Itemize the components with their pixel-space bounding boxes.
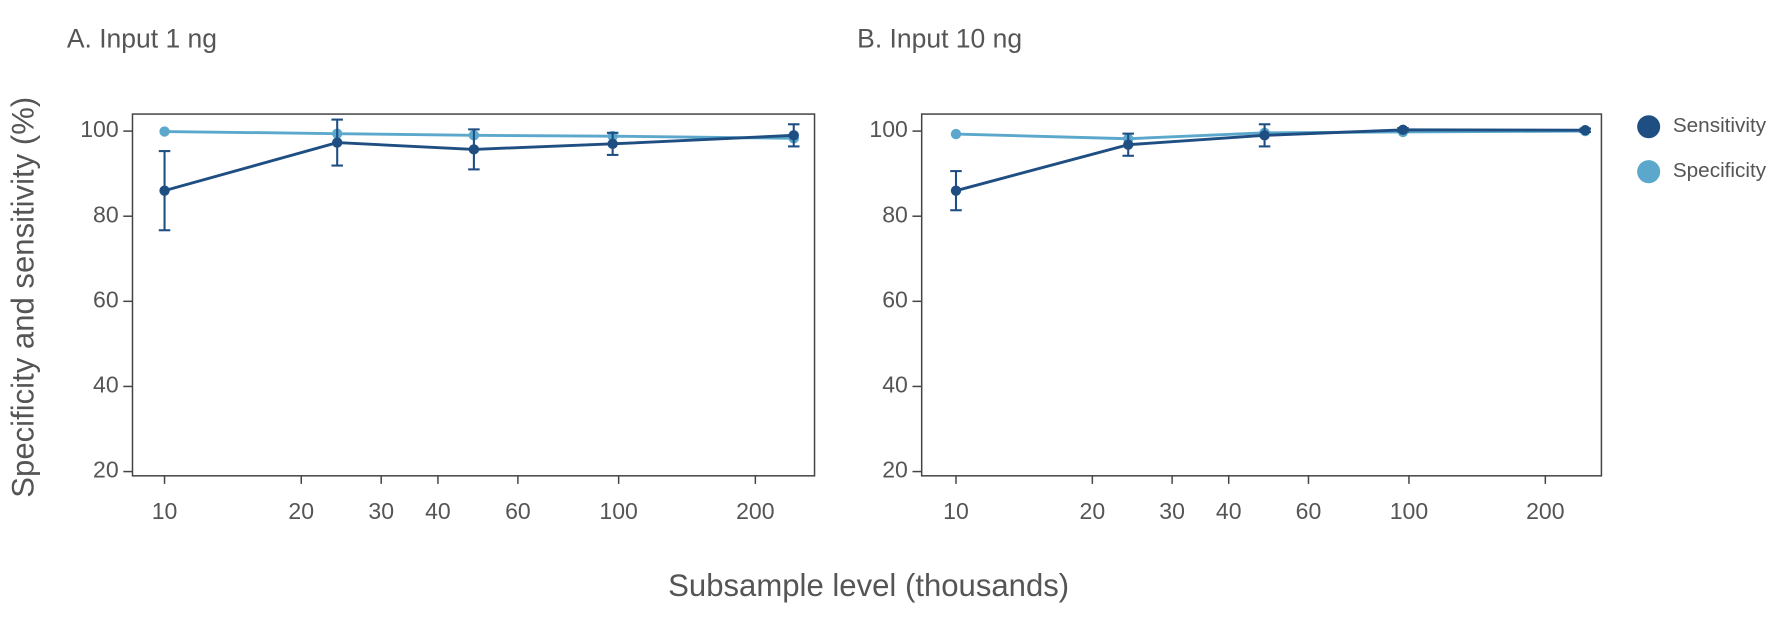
x-tick-label: 30 [368,498,394,524]
chart-title: B. Input 10 ng [857,23,1022,53]
series-line [955,128,1586,193]
y-axis-label: Specificity and sensitivity (%) [6,97,41,498]
series-line [164,130,794,140]
y-tick-label: 40 [882,372,908,398]
x-tick-label: 60 [1296,498,1322,524]
plot-frame [131,113,816,477]
plot-frame [920,113,1603,477]
point [159,185,170,196]
x-tick-label: 60 [505,498,531,524]
legend-marker [1637,115,1661,139]
y-tick-label: 20 [93,457,119,483]
x-tick-label: 20 [1080,498,1106,524]
point [788,130,799,141]
x-tick-label: 30 [1159,498,1185,524]
x-tick-label: 20 [288,498,314,524]
y-tick-label: 60 [882,286,908,312]
y-tick-label: 100 [80,116,118,142]
y-tick-label: 80 [93,201,119,227]
x-axis-label: Subsample level (thousands) [668,568,1069,603]
x-tick-label: 10 [152,498,178,524]
series-line [164,133,794,193]
x-tick-label: 100 [1390,498,1428,524]
x-tick-label: 200 [1526,498,1564,524]
point [950,185,962,196]
y-tick-label: 80 [882,201,908,227]
x-tick-label: 40 [425,498,451,524]
point [332,137,343,148]
x-tick-label: 40 [1216,498,1242,524]
point [1580,125,1591,136]
y-tick-label: 60 [93,286,119,312]
chart-title: A. Input 1 ng [67,23,217,53]
point [468,144,480,155]
x-tick-label: 200 [736,498,774,524]
point [950,128,962,140]
x-tick-label: 100 [599,498,637,524]
point [1397,124,1409,135]
y-tick-label: 20 [882,457,908,483]
x-tick-label: 10 [943,498,969,524]
point [1259,130,1270,141]
point [159,126,170,137]
y-tick-label: 40 [93,372,119,398]
legend-marker [1637,160,1661,184]
y-tick-label: 100 [869,116,907,142]
legend-label: Specificity [1673,159,1767,182]
point [607,138,618,150]
point [1123,139,1134,150]
legend-label: Sensitivity [1673,114,1767,137]
